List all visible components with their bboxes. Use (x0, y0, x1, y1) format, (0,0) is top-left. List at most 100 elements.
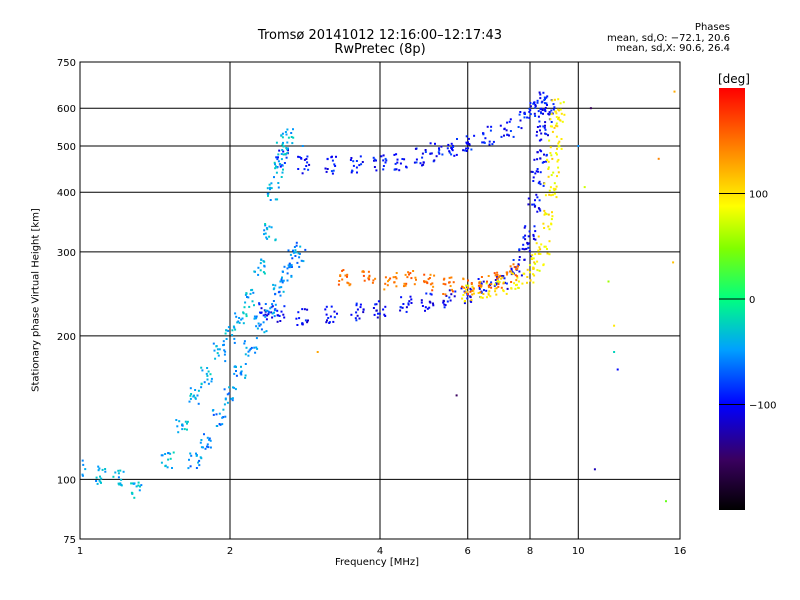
data-point (262, 321, 265, 324)
data-point (240, 370, 243, 373)
data-point (189, 465, 192, 468)
data-point (422, 163, 425, 166)
data-point (271, 303, 274, 306)
data-point (224, 397, 227, 400)
data-point (465, 135, 468, 138)
x-tick-label: 16 (674, 546, 687, 557)
data-point (452, 281, 455, 284)
data-point (452, 146, 455, 148)
data-point (281, 143, 284, 146)
data-point (221, 416, 224, 419)
data-point (209, 446, 212, 449)
data-point (509, 270, 511, 273)
data-point (555, 152, 558, 155)
data-point (395, 277, 398, 280)
data-point (298, 252, 301, 255)
data-point (207, 382, 210, 385)
data-point (405, 166, 408, 169)
data-point (557, 166, 560, 169)
data-point (97, 469, 100, 472)
data-point (490, 125, 493, 128)
data-point (423, 273, 426, 276)
data-point (427, 278, 430, 281)
data-point (448, 289, 451, 292)
data-point (281, 171, 284, 174)
data-point (405, 306, 408, 309)
data-point (542, 112, 544, 115)
data-point (531, 254, 534, 257)
data-point (248, 305, 251, 308)
data-point (199, 441, 202, 444)
data-point (547, 175, 550, 178)
data-point (264, 224, 267, 227)
data-point (536, 126, 539, 128)
data-point (673, 90, 676, 93)
data-point (517, 126, 520, 128)
data-point (529, 271, 531, 274)
data-point (218, 412, 221, 415)
data-point (532, 180, 535, 182)
data-point (530, 170, 533, 173)
stats-o-line: mean, sd,O: −72.1, 20.6 (607, 33, 730, 44)
data-point (490, 283, 493, 286)
data-point (412, 270, 415, 272)
data-point (263, 272, 266, 275)
data-point (209, 373, 212, 376)
data-point (543, 227, 546, 229)
data-point (533, 261, 536, 264)
data-point (540, 112, 543, 115)
data-point (534, 262, 537, 265)
data-point (373, 159, 375, 162)
data-point (526, 116, 529, 119)
data-point (446, 300, 449, 303)
data-point (480, 282, 483, 285)
data-point (540, 107, 543, 110)
data-point (410, 302, 413, 304)
data-point (536, 168, 539, 170)
data-point (331, 159, 334, 162)
data-point (346, 275, 348, 278)
data-point (206, 436, 209, 439)
y-tick-label: 300 (57, 248, 76, 259)
data-point (268, 235, 271, 238)
data-point (543, 96, 546, 99)
data-point (549, 118, 552, 121)
data-point (432, 302, 434, 305)
data-point (233, 386, 236, 389)
data-point (277, 156, 279, 159)
data-point (206, 378, 209, 381)
data-point (221, 423, 224, 426)
data-point (178, 420, 181, 423)
data-point (257, 322, 260, 325)
data-point (325, 170, 328, 173)
data-point (325, 305, 328, 308)
data-point (375, 309, 378, 312)
data-point (287, 264, 290, 267)
data-point (183, 428, 186, 431)
data-point (240, 373, 243, 376)
data-point (169, 452, 172, 455)
data-point (278, 149, 281, 152)
data-point (407, 303, 410, 306)
data-point (409, 295, 412, 298)
data-point (200, 446, 203, 449)
data-point (258, 303, 261, 306)
data-point (444, 304, 447, 307)
data-point (232, 386, 234, 389)
data-point (440, 145, 443, 148)
data-point (186, 420, 189, 423)
data-point (282, 150, 285, 153)
data-point (454, 290, 457, 293)
data-point (256, 327, 259, 330)
data-point (529, 109, 532, 112)
data-point (135, 485, 138, 488)
data-point (270, 311, 273, 314)
data-point (537, 235, 540, 238)
data-point (358, 164, 361, 167)
data-point (200, 386, 203, 389)
data-point (274, 284, 277, 287)
data-point (481, 296, 484, 299)
data-point (266, 309, 269, 312)
data-point (544, 245, 547, 248)
data-point (543, 126, 546, 129)
